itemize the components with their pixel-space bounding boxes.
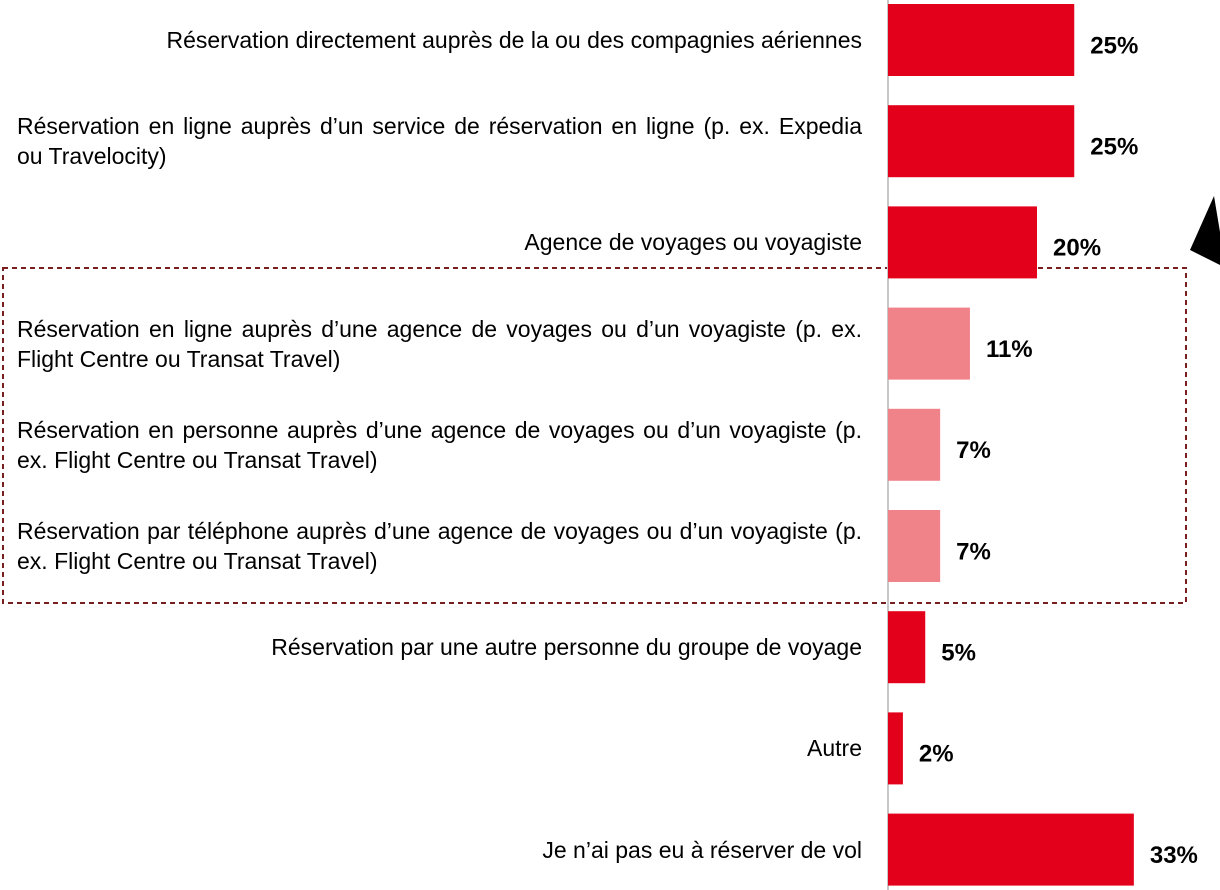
category-label-row: Réservation en ligne auprès d’un service… xyxy=(12,96,862,186)
bar xyxy=(888,813,1134,886)
bar xyxy=(888,712,903,785)
category-label: Réservation par une autre personne du gr… xyxy=(271,634,862,661)
category-label: Agence de voyages ou voyagiste xyxy=(524,229,862,256)
category-label-row: Réservation par téléphone auprès d’une a… xyxy=(12,501,862,591)
value-label: 20% xyxy=(1053,235,1101,262)
category-label-row: Réservation en personne auprès d’une age… xyxy=(12,400,862,490)
bar xyxy=(888,611,926,684)
category-label: Réservation directement auprès de la ou … xyxy=(166,27,862,53)
category-label: Autre xyxy=(807,735,862,762)
category-label-row: Réservation en ligne auprès d’une agence… xyxy=(12,299,862,389)
value-label: 7% xyxy=(956,538,991,565)
category-label: Réservation en ligne auprès d’une agence… xyxy=(17,315,862,372)
bar xyxy=(888,510,941,582)
value-label: 2% xyxy=(919,741,954,768)
bar xyxy=(888,307,970,380)
group-box xyxy=(2,267,1187,604)
category-label: Réservation en ligne auprès d’un service… xyxy=(17,113,862,170)
category-label: Réservation par téléphone auprès d’une a… xyxy=(17,518,862,574)
category-label-row: Autre xyxy=(12,703,862,793)
value-label: 33% xyxy=(1150,842,1198,869)
category-label-row: Je n’ai pas eu à réserver de vol xyxy=(12,805,862,890)
bar xyxy=(888,408,941,481)
bar xyxy=(888,4,1075,76)
value-label: 25% xyxy=(1090,32,1138,59)
bar xyxy=(888,105,1075,178)
arrow xyxy=(1190,196,1220,265)
category-label: Réservation en personne auprès d’une age… xyxy=(17,416,862,473)
value-label: 5% xyxy=(941,640,976,667)
category-label: Je n’ai pas eu à réserver de vol xyxy=(542,836,862,863)
category-label-row: Agence de voyages ou voyagiste xyxy=(12,197,862,287)
bar xyxy=(888,206,1037,279)
category-label-row: Réservation par une autre personne du gr… xyxy=(12,602,862,692)
value-label: 25% xyxy=(1090,134,1138,161)
value-label: 7% xyxy=(956,437,991,464)
category-label-row: Réservation directement auprès de la ou … xyxy=(12,0,862,85)
value-label: 11% xyxy=(986,336,1033,363)
